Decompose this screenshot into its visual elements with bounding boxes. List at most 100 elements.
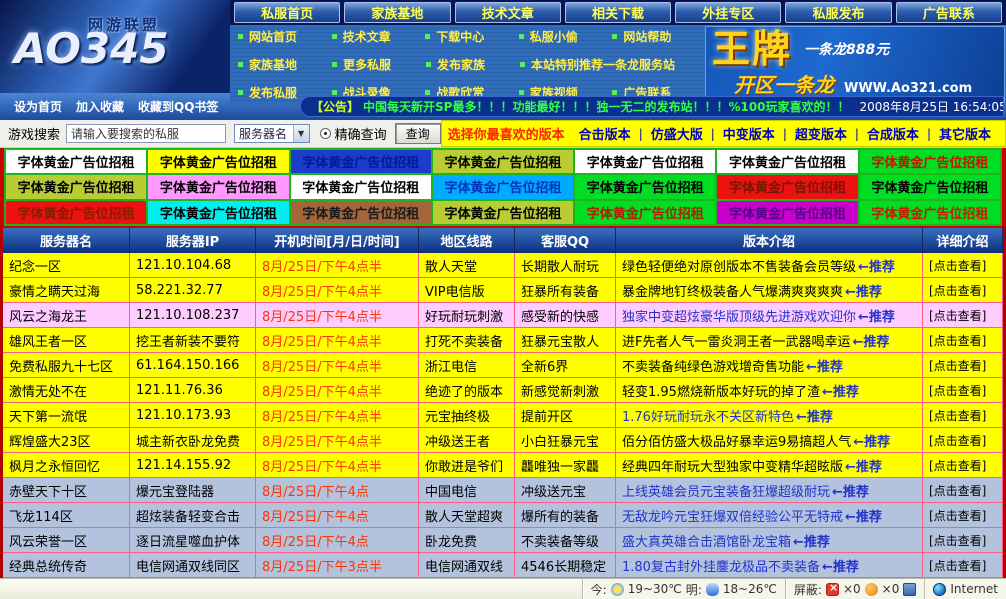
link-family-base[interactable]: 家族基地 [236, 56, 330, 73]
link-more-sifu[interactable]: 更多私服 [330, 56, 424, 73]
detail-link[interactable]: [点击查看] [923, 378, 1003, 403]
site-logo[interactable]: 网游联盟 AO345 [0, 0, 230, 93]
ad-slot[interactable]: 字体黄金广告位招租 [6, 175, 147, 199]
ad-slot[interactable]: 字体黄金广告位招租 [859, 150, 1000, 174]
tab-family-base[interactable]: 家族基地 [344, 2, 451, 23]
ad-slot[interactable]: 字体黄金广告位招租 [432, 200, 574, 224]
promo-banner[interactable]: 王牌 一条龙888元 开区一条龙 WWW.Ao321.com [705, 26, 1005, 103]
version-other[interactable]: 其它版本 [938, 128, 991, 143]
ad-slot[interactable]: 字体黄金广告位招租 [148, 200, 289, 224]
detail-link[interactable]: [点击查看] [923, 503, 1003, 528]
server-name-cell[interactable]: 辉煌盛大23区 [3, 428, 130, 453]
region-line-cell: 冲级送王者 [419, 428, 515, 453]
tab-plugin-zone[interactable]: 外挂专区 [675, 2, 782, 23]
ad-slot[interactable]: 字体黄金广告位招租 [859, 175, 1000, 199]
intro-text: 1.76好玩耐玩永不关区新特色 [622, 409, 794, 425]
service-qq-cell: 狂暴所有装备 [515, 278, 616, 303]
version-fangshengda[interactable]: 仿盛大版 [650, 128, 703, 143]
sub-nav-links: 网站首页 技术文章 下载中心 私服小偷 网站帮助 家族基地 更多私服 发布家族 … [230, 25, 704, 104]
link-publish-family[interactable]: 发布家族 [424, 56, 518, 73]
exact-search-option[interactable]: 精确查询 [319, 124, 387, 143]
detail-link[interactable]: [点击查看] [923, 253, 1003, 278]
tab-sifu-home[interactable]: 私服首页 [234, 2, 341, 23]
detail-link[interactable]: [点击查看] [923, 353, 1003, 378]
server-name-cell[interactable]: 风云之海龙王 [3, 303, 130, 328]
block-count-2: ×0 [881, 582, 900, 596]
popup-block-icon[interactable] [864, 582, 878, 596]
server-name-cell[interactable]: 激情无处不在 [3, 378, 130, 403]
server-name-cell[interactable]: 赤壁天下十区 [3, 478, 130, 503]
version-zhongbian[interactable]: 中变版本 [722, 128, 775, 143]
version-chaobian[interactable]: 超变版本 [794, 128, 847, 143]
server-ip-cell: 121.11.76.36 [130, 378, 256, 403]
detail-link[interactable]: [点击查看] [923, 553, 1003, 578]
server-name-cell[interactable]: 天下第一流氓 [3, 403, 130, 428]
tab-sifu-publish[interactable]: 私服发布 [785, 2, 892, 23]
link-recommend-service[interactable]: 本站特别推荐一条龙服务站 [518, 56, 704, 73]
detail-link[interactable]: [点击查看] [923, 453, 1003, 478]
tab-tech-articles[interactable]: 技术文章 [454, 2, 561, 23]
detail-link[interactable]: [点击查看] [923, 278, 1003, 303]
ad-slot[interactable]: 字体黄金广告位招租 [859, 200, 1000, 224]
link-publish-sifu[interactable]: 发布私服 [236, 84, 330, 101]
version-hecheng[interactable]: 合成版本 [866, 128, 919, 143]
set-homepage-link[interactable]: 设为首页 [14, 100, 63, 114]
bullet-icon [426, 62, 431, 67]
server-ip-cell: 挖王者新装不要符 [130, 328, 256, 353]
server-name-cell[interactable]: 经典总统传奇 [3, 553, 130, 578]
server-name-cell[interactable]: 风云荣誉一区 [3, 528, 130, 553]
detail-link[interactable]: [点击查看] [923, 328, 1003, 353]
search-button[interactable]: 查询 [394, 123, 441, 144]
ad-slot[interactable]: 字体黄金广告位招租 [148, 150, 289, 174]
ad-slot[interactable]: 字体黄金广告位招租 [148, 175, 289, 199]
ad-slot[interactable]: 字体黄金广告位招租 [575, 175, 716, 199]
bullet-icon [331, 90, 337, 95]
detail-link[interactable]: [点击查看] [923, 528, 1003, 553]
detail-link[interactable]: [点击查看] [923, 403, 1003, 428]
ad-slot[interactable]: 字体黄金广告位招租 [575, 150, 716, 174]
ad-slot[interactable]: 字体黄金广告位招租 [717, 150, 858, 174]
ad-slot[interactable]: 字体黄金广告位招租 [290, 200, 431, 224]
ad-slot[interactable]: 字体黄金广告位招租 [290, 150, 431, 174]
ad-slot[interactable]: 字体黄金广告位招租 [575, 200, 716, 224]
tab-ad-contact[interactable]: 广告联系 [895, 2, 1002, 23]
tab-downloads[interactable]: 相关下载 [564, 2, 672, 23]
ad-slot[interactable]: 字体黄金广告位招租 [432, 150, 574, 174]
link-sifu-thief[interactable]: 私服小偷 [517, 28, 611, 45]
version-intro-cell: 轻变1.95燃烧新版本好玩的掉了渣 ←推荐 [616, 378, 923, 403]
ad-slot[interactable]: 字体黄金广告位招租 [717, 175, 858, 199]
search-field-select[interactable]: 服务器名 ▼ [234, 124, 310, 143]
radio-icon[interactable] [319, 128, 331, 139]
intro-text: 进F先者人气一雷炎洞王者一武器喝幸运 [622, 334, 851, 350]
server-name-cell[interactable]: 豪情之瞒天过海 [3, 278, 130, 303]
globe-icon [933, 582, 947, 596]
detail-link[interactable]: [点击查看] [923, 428, 1003, 453]
qq-bookmark-link[interactable]: 收藏到QQ书签 [138, 100, 219, 114]
detail-link[interactable]: [点击查看] [923, 303, 1003, 328]
version-intro-cell: 绿色轻便绝对原创版本不售装备会员等级 ←推荐 [616, 253, 923, 278]
server-name-cell[interactable]: 免费私服九十七区 [3, 353, 130, 378]
server-name-cell[interactable]: 枫月之永恒回忆 [3, 453, 130, 478]
weather-tomorrow-temp: 18~26℃ [722, 582, 777, 596]
ad-block-icon[interactable] [825, 581, 839, 596]
ad-slot[interactable]: 字体黄金广告位招租 [717, 200, 858, 224]
server-name-cell[interactable]: 雄风王者一区 [3, 328, 130, 353]
add-favorite-link[interactable]: 加入收藏 [76, 100, 125, 114]
server-name-cell[interactable]: 飞龙114区 [3, 503, 130, 528]
version-heji[interactable]: 合击版本 [578, 128, 631, 143]
link-site-help[interactable]: 网站帮助 [610, 28, 704, 45]
ad-slot[interactable]: 字体黄金广告位招租 [6, 200, 147, 224]
ad-slot[interactable]: 字体黄金广告位招租 [6, 150, 147, 174]
server-name-cell[interactable]: 纪念一区 [3, 253, 130, 278]
link-tech-articles[interactable]: 技术文章 [330, 28, 424, 45]
search-input[interactable] [66, 124, 227, 143]
intro-text: 轻变1.95燃烧新版本好玩的掉了渣 [622, 384, 820, 400]
recommend-tag: ←推荐 [853, 434, 891, 450]
filter-icon[interactable] [903, 582, 917, 596]
detail-link[interactable]: [点击查看] [923, 478, 1003, 503]
search-label: 游戏搜索 [8, 128, 61, 143]
ad-slot[interactable]: 字体黄金广告位招租 [432, 175, 574, 199]
link-site-home[interactable]: 网站首页 [236, 28, 330, 45]
link-download-center[interactable]: 下载中心 [423, 28, 517, 45]
ad-slot[interactable]: 字体黄金广告位招租 [290, 175, 431, 199]
